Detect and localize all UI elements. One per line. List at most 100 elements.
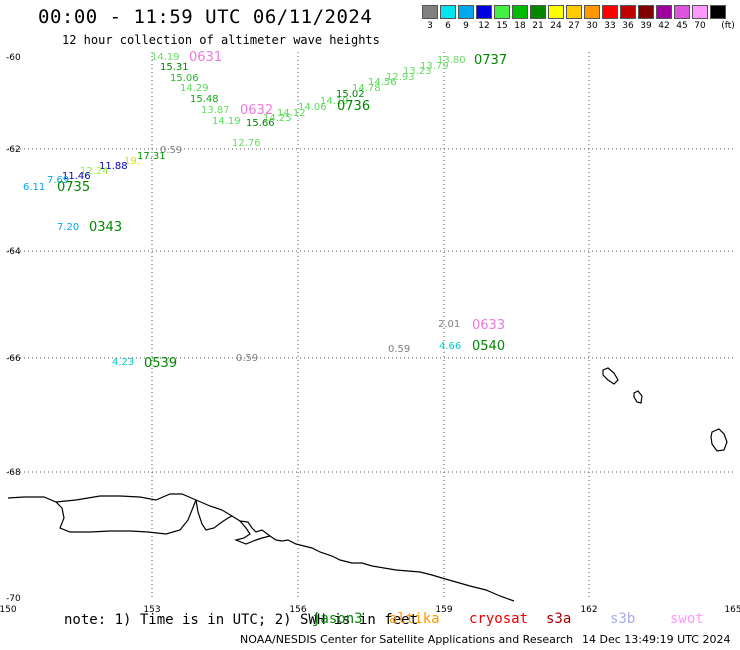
legend-label: 18 — [514, 21, 526, 31]
wave-height-value: 6.11 — [23, 182, 45, 193]
legend-label: 15 — [496, 21, 508, 31]
timestamp-text: 14 Dec 13:49:19 UTC 2024 — [582, 633, 731, 646]
legend-label: 33 — [604, 21, 616, 31]
legend-label: 27 — [568, 21, 580, 31]
wave-height-value: 15.06 — [170, 73, 199, 84]
pass-time-labels: 0631 0737 0632 0736 0735 0343 0633 0540 0539 — [57, 50, 507, 371]
footer-note: note: 1) Time is in UTC; 2) SWH is in fe… — [64, 612, 419, 628]
legend-swatch — [584, 5, 600, 19]
wave-height-value: 12.93 — [386, 72, 415, 83]
legend-label: 36 — [622, 21, 634, 31]
island-3 — [710, 428, 728, 452]
wave-height-value: 13.23 — [403, 66, 432, 77]
pass-time-label: 0735 — [57, 180, 90, 195]
pass-time-label: 0737 — [474, 53, 507, 68]
page-subtitle: 12 hour collection of altimeter wave hei… — [62, 33, 380, 47]
legend-label: 30 — [586, 21, 598, 31]
legend-label: 45 — [676, 21, 688, 31]
coastline-inlet — [55, 499, 197, 535]
wave-height-value: 15.66 — [246, 118, 275, 129]
wave-height-value: 2.01 — [438, 319, 460, 330]
island-1 — [602, 367, 619, 385]
wave-height-value: 14.06 — [298, 102, 327, 113]
wave-height-value: 13.87 — [201, 105, 230, 116]
wave-height-value: 14.78 — [352, 83, 381, 94]
legend-label: 70 — [694, 21, 706, 31]
legend-swatch — [710, 5, 726, 19]
credit-text: NOAA/NESDIS Center for Satellite Applica… — [240, 633, 574, 646]
wave-height-value: 14.56 — [368, 77, 397, 88]
legend-swatch — [440, 5, 456, 19]
wave-height-value: 14.19 — [151, 52, 180, 63]
lon-label: 150 — [0, 605, 17, 615]
island-2 — [633, 390, 643, 404]
legend-swatch — [512, 5, 528, 19]
lat-label: -68 — [6, 468, 21, 478]
legend-swatch — [422, 5, 438, 19]
legend-label: 21 — [532, 21, 544, 31]
legend-label: 12 — [478, 21, 490, 31]
legend-swatch — [548, 5, 564, 19]
lat-label: -60 — [6, 53, 21, 63]
legend-swatch — [494, 5, 510, 19]
satellite-swot: swot — [670, 611, 704, 627]
wave-height-value: 12.24 — [80, 166, 109, 177]
satellite-s3b: s3b — [610, 611, 636, 627]
wave-height-value: 17.31 — [137, 151, 166, 162]
legend-label: 9 — [463, 21, 469, 31]
legend-swatch — [602, 5, 618, 19]
page-title: 00:00 - 11:59 UTC 06/11/2024 — [38, 6, 373, 28]
legend-swatch — [656, 5, 672, 19]
lat-label: -62 — [6, 145, 21, 155]
legend-swatch — [530, 5, 546, 19]
wave-height-value: 0.59 — [160, 145, 182, 156]
wave-height-value: 4.23 — [112, 357, 134, 368]
legend-label: 39 — [640, 21, 652, 31]
coastline-cape — [234, 520, 271, 545]
wave-height-value: 14.25 — [263, 113, 292, 124]
coastline-bay — [195, 499, 233, 531]
pass-time-label: 0632 — [240, 103, 273, 118]
wave-height-value: 15.48 — [190, 94, 219, 105]
wave-height-value: 14.12 — [277, 108, 306, 119]
legend-swatch — [458, 5, 474, 19]
satellite-jason3: jason3 — [312, 611, 363, 627]
wave-height-value: 14.29 — [180, 83, 209, 94]
lon-label: 156 — [289, 605, 306, 615]
pass-time-label: 0539 — [144, 356, 177, 371]
wave-height-value: 19. — [124, 156, 140, 167]
wave-height-value: 0.59 — [236, 353, 258, 364]
satellite-cryosat: cryosat — [469, 611, 529, 627]
lat-label: -70 — [6, 594, 21, 604]
pass-time-label: 0540 — [472, 339, 505, 354]
wave-height-value: 15.02 — [336, 89, 365, 100]
pass-time-label: 0736 — [337, 99, 370, 114]
antarctic-coastline — [7, 493, 515, 602]
pass-time-label: 0633 — [472, 318, 505, 333]
wave-height-value: 14.19 — [212, 116, 241, 127]
pass-time-label: 0631 — [189, 50, 222, 65]
wave-height-value: 7.69 — [47, 175, 69, 186]
pass-time-label: 0343 — [89, 220, 122, 235]
legend-unit: (ft) — [721, 21, 735, 31]
legend-label: 6 — [445, 21, 451, 31]
wave-height-value: 11.46 — [62, 171, 91, 182]
lat-label: -66 — [6, 354, 21, 364]
wave-height-value: 15.31 — [160, 62, 189, 73]
legend-swatch — [476, 5, 492, 19]
legend-label: 24 — [550, 21, 562, 31]
legend-swatch — [638, 5, 654, 19]
wave-height-value: 14.19 — [320, 96, 349, 107]
wave-height-value: 11.88 — [99, 161, 128, 172]
lat-label: -64 — [6, 247, 21, 257]
wave-height-value: 7.20 — [57, 222, 79, 233]
legend-swatch — [692, 5, 708, 19]
wave-height-value: 4.66 — [439, 341, 461, 352]
lon-label: 165 — [724, 605, 740, 615]
lon-label: 159 — [435, 605, 452, 615]
legend-swatch — [620, 5, 636, 19]
wave-height-value: 12.76 — [232, 138, 261, 149]
satellite-s3a: s3a — [546, 611, 572, 627]
lon-label: 162 — [580, 605, 597, 615]
